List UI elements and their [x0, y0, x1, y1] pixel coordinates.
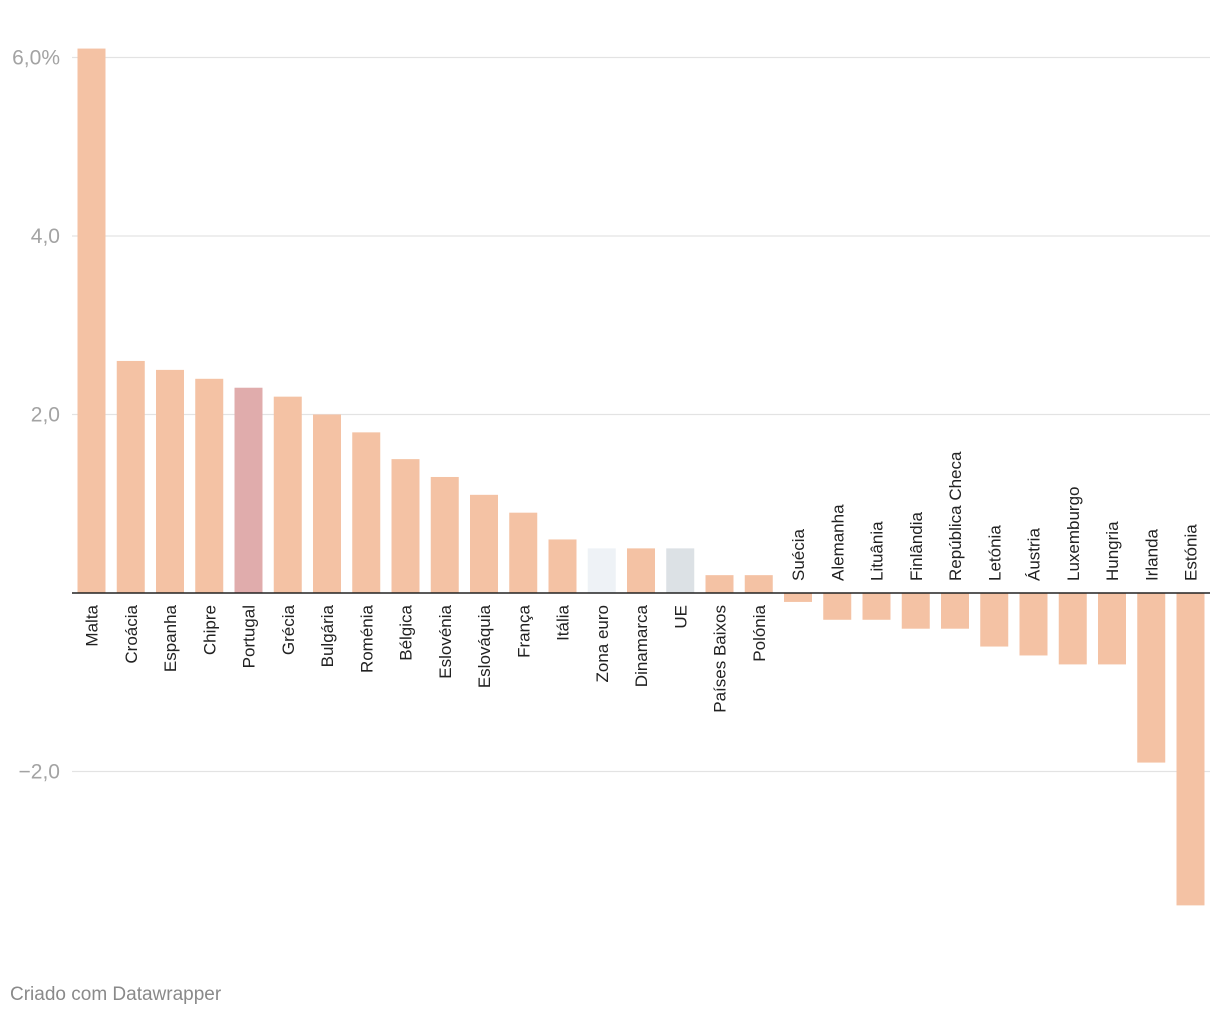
category-label: Hungria: [1103, 521, 1122, 581]
bar: [234, 387, 263, 593]
bar: [352, 432, 381, 593]
category-label: Finlândia: [907, 511, 926, 581]
category-label: Croácia: [122, 604, 141, 663]
bar: [744, 575, 773, 593]
bar: [195, 378, 224, 593]
bar: [1058, 593, 1087, 665]
bar: [705, 575, 734, 593]
category-label: UE: [671, 605, 690, 629]
bar: [862, 593, 891, 620]
category-label: Zona euro: [593, 605, 612, 683]
bar: [666, 548, 695, 593]
category-label: França: [514, 604, 533, 657]
bar: [980, 593, 1009, 647]
category-label: Polónia: [750, 604, 769, 661]
y-tick-label: 4,0: [31, 225, 60, 248]
category-label: Irlanda: [1142, 528, 1161, 581]
category-label: Roménia: [357, 604, 376, 673]
category-label: Áustria: [1025, 528, 1044, 581]
category-label: Eslovénia: [436, 604, 455, 678]
bar: [1098, 593, 1126, 665]
category-label: Eslováquia: [475, 604, 494, 688]
bar: [548, 539, 577, 593]
category-label: Grécia: [279, 604, 298, 655]
credit-text: Criado com Datawrapper: [10, 984, 222, 1005]
category-label: Malta: [83, 604, 102, 646]
bar: [1137, 593, 1166, 763]
bar: [901, 593, 930, 629]
bar: [509, 512, 538, 593]
bar: [627, 548, 655, 593]
y-tick-label: −2,0: [19, 761, 60, 784]
category-label: Espanha: [161, 604, 180, 672]
bar: [1019, 593, 1048, 656]
category-label: Suécia: [789, 528, 808, 581]
category-label: Itália: [554, 604, 573, 640]
category-label: República Checa: [946, 451, 965, 581]
bar: [587, 548, 616, 593]
y-tick-label: 2,0: [31, 404, 60, 427]
bar: [941, 593, 969, 629]
bar: [391, 459, 420, 593]
bar: [1176, 593, 1205, 906]
bar: [116, 360, 145, 593]
bar: [313, 414, 341, 593]
bar: [77, 48, 106, 593]
category-label: Alemanha: [828, 504, 847, 581]
bar: [156, 369, 184, 593]
category-label: Portugal: [240, 605, 259, 668]
category-label: Bulgária: [318, 604, 337, 667]
category-label: Letónia: [985, 525, 1004, 581]
category-label: Bélgica: [397, 604, 416, 660]
category-label: Chipre: [200, 605, 219, 655]
bar: [273, 396, 302, 593]
category-label: Dinamarca: [632, 604, 651, 687]
bar: [784, 593, 812, 602]
bar: [430, 476, 459, 593]
category-label: Luxemburgo: [1064, 486, 1083, 581]
y-tick-label: 6,0%: [12, 47, 60, 70]
category-label: Lituânia: [868, 521, 887, 581]
bar: [470, 494, 498, 593]
bar: [823, 593, 852, 620]
category-label: Estónia: [1182, 524, 1201, 581]
bar-chart: 6,0% 4,0 2,0 −2,0 Malta Croácia Espanha Chipre P…: [12, 47, 1210, 906]
category-label: Países Baixos: [711, 605, 730, 713]
